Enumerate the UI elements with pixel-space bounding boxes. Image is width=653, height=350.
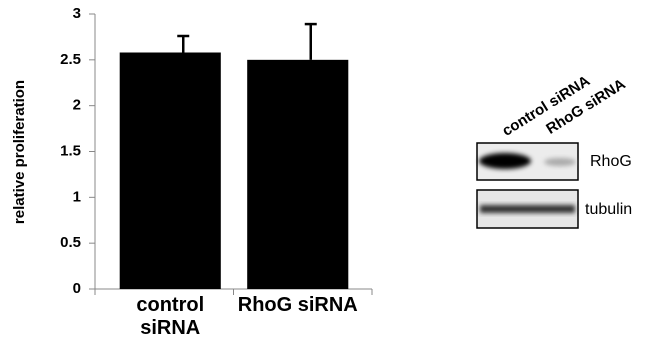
band [480,205,575,213]
bar [247,60,348,289]
row-label: RhoG [590,153,632,170]
figure: relative proliferation control siRNA Rho… [0,0,653,350]
blot: control siRNA RhoG siRNA RhoG tubulin [477,72,632,228]
x-tick-label: RhoG siRNA [233,294,363,317]
band [479,153,531,169]
band [544,158,576,166]
y-tick-label: 1.5 [60,142,81,159]
y-tick-label: 1 [73,188,81,205]
x-tick-label: control siRNA [105,294,235,340]
row-label: tubulin [585,201,632,218]
y-axis-label: relative proliferation [11,80,28,224]
y-tick-label: 2.5 [60,51,81,68]
y-tick-label: 3 [73,5,81,22]
y-tick-label: 0 [73,280,81,297]
bar [120,53,221,290]
y-tick-label: 0.5 [60,234,81,251]
y-tick-label: 2 [73,97,81,114]
